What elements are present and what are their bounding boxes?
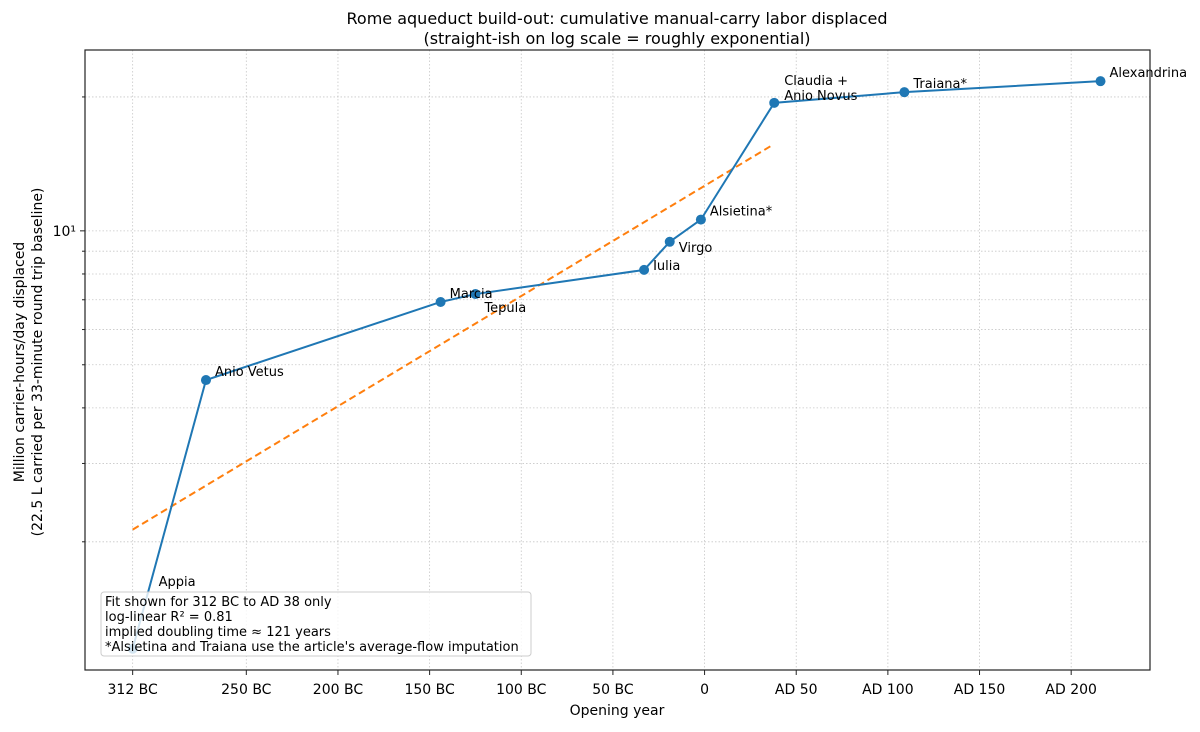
chart-subtitle: (straight-ish on log scale = roughly exp… (423, 29, 810, 48)
annotation-line: Fit shown for 312 BC to AD 38 only (105, 595, 332, 610)
annotation-line: implied doubling time ≈ 121 years (105, 625, 331, 640)
point-label: Claudia + (784, 74, 848, 89)
point-label: Iulia (653, 259, 680, 274)
data-point (664, 236, 675, 247)
y-axis-label-2: (22.5 L carried per 33-minute round trip… (30, 188, 46, 537)
point-label: Tepula (483, 301, 526, 316)
x-axis-label: Opening year (570, 703, 665, 719)
data-point (435, 296, 446, 307)
point-label: Virgo (679, 241, 713, 256)
x-tick-label: 0 (700, 682, 709, 698)
axis-ticks: 312 BC 250 BC 200 BC 150 BC 100 BC 50 BC 0 AD 5… (53, 96, 1097, 698)
series-line (131, 80, 1101, 649)
x-tick-label: 50 BC (592, 682, 634, 698)
fit-line (132, 145, 772, 531)
chart-title: Rome aqueduct build-out: cumulative manu… (347, 9, 888, 28)
x-tick-label: 250 BC (221, 682, 272, 698)
point-label: Appia (159, 575, 196, 590)
x-tick-label: 150 BC (404, 682, 455, 698)
x-tick-label: AD 150 (954, 682, 1006, 698)
point-label: Alexandrina (1110, 66, 1188, 81)
data-point (769, 97, 780, 108)
point-label: Anio Vetus (215, 365, 284, 380)
data-point (899, 87, 910, 98)
data-point (695, 214, 706, 225)
x-tick-label: AD 50 (775, 682, 818, 698)
x-tick-label: AD 200 (1045, 682, 1097, 698)
point-label: Marcia (450, 287, 493, 302)
data-point (200, 375, 211, 386)
fit-annotation: Fit shown for 312 BC to AD 38 only log-l… (100, 591, 532, 657)
y-tick-label: 10¹ (53, 224, 76, 240)
x-tick-label: AD 100 (862, 682, 914, 698)
grid (85, 50, 1150, 670)
x-tick-label: 200 BC (313, 682, 364, 698)
x-tick-label: 312 BC (108, 682, 159, 698)
data-point (470, 289, 481, 300)
point-label: Traiana* (912, 77, 967, 92)
y-axis-label: Million carrier-hours/day displaced (12, 242, 28, 482)
data-point (639, 264, 650, 275)
point-label: Anio Novus (784, 89, 857, 104)
axes-frame (84, 49, 1151, 671)
point-label: Alsietina* (710, 205, 773, 220)
annotation-line: *Alsietina and Traiana use the article's… (105, 640, 519, 655)
data-point (1095, 76, 1106, 87)
annotation-box (100, 591, 532, 657)
x-tick-label: 100 BC (496, 682, 547, 698)
annotation-line: log-linear R² = 0.81 (105, 610, 233, 625)
